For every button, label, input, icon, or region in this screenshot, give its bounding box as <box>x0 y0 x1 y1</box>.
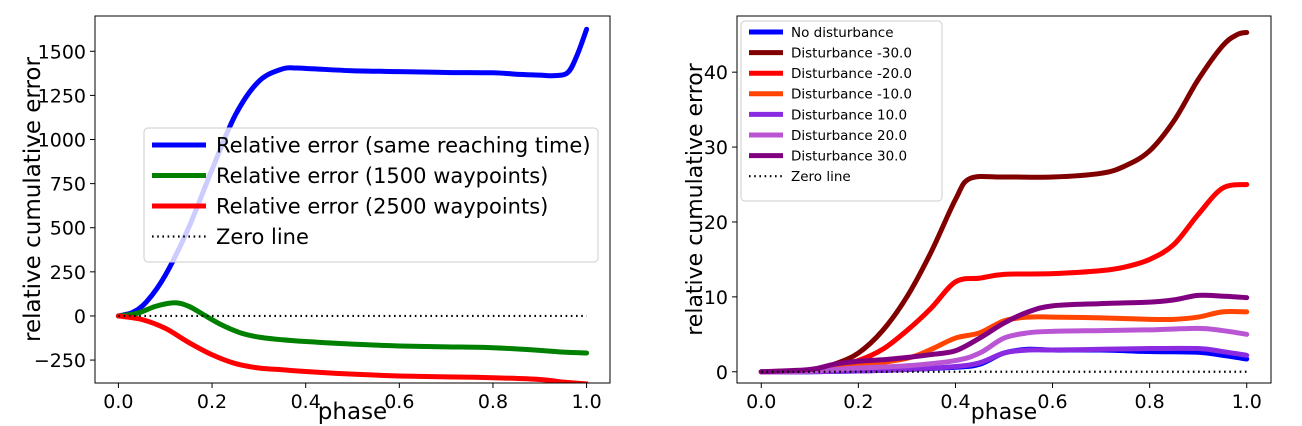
x-tick-label: 0.4 <box>940 391 970 413</box>
legend-box <box>143 127 599 263</box>
series-line-relative-error-1500-waypoints <box>115 300 590 356</box>
plot-frame <box>94 15 611 384</box>
x-tick-label: 1.0 <box>571 391 601 413</box>
series-line-disturbance-20-0 <box>758 182 1250 375</box>
x-tick-label: 0.4 <box>291 391 321 413</box>
y-tick-label: −250 <box>34 350 86 372</box>
y-tick-label: 40 <box>704 62 728 84</box>
y-tick-label: 0 <box>74 306 86 328</box>
x-tick-label: 0.6 <box>384 391 414 413</box>
legend-label: Disturbance -30.0 <box>791 45 912 61</box>
legend-label: Disturbance -20.0 <box>791 66 912 82</box>
legend-label: Relative error (1500 waypoints) <box>216 164 548 188</box>
y-tick-label: 750 <box>50 174 86 196</box>
legend-label: Disturbance 10.0 <box>791 107 907 123</box>
y-tick-label: 0 <box>716 362 728 384</box>
y-tick-label: 250 <box>50 262 86 284</box>
legend-label: No disturbance <box>791 25 894 41</box>
legend-label: Disturbance 20.0 <box>791 128 907 144</box>
series-line-relative-error-2500-waypoints <box>115 313 589 383</box>
x-tick-label: 0.0 <box>103 391 133 413</box>
x-tick-label: 0.0 <box>746 391 776 413</box>
x-axis-label: phase <box>971 400 1037 425</box>
legend-label: Relative error (2500 waypoints) <box>216 195 548 219</box>
y-tick-label: 1250 <box>38 85 86 107</box>
y-tick-label: 20 <box>704 212 728 234</box>
legend: Relative error (same reaching time) Relat… <box>143 127 599 263</box>
legend-label: Zero line <box>791 169 851 185</box>
x-tick-label: 0.2 <box>197 391 227 413</box>
y-tick-label: 500 <box>50 218 86 240</box>
y-tick-label: 10 <box>704 287 728 309</box>
chart-right: 0.0 0.2 0.4 0.6 0.8 1.0 0 10 20 30 40 phase relative… <box>683 15 1272 425</box>
series-line-disturbance-10-0 <box>758 345 1250 375</box>
x-tick-label: 1.0 <box>1232 391 1262 413</box>
legend: No disturbance Disturbance -30.0 Disturban… <box>740 20 943 202</box>
y-tick-label: 1500 <box>38 41 86 63</box>
x-tick-label: 0.8 <box>478 391 508 413</box>
legend-label: Disturbance -10.0 <box>791 87 912 103</box>
series-line-relative-error-same-reaching-time <box>115 26 590 319</box>
x-tick-label: 0.8 <box>1135 391 1165 413</box>
legend-label: Relative error (same reaching time) <box>216 134 591 158</box>
series-line-disturbance-20-0 <box>758 325 1250 375</box>
series-line-disturbance-30-0 <box>758 292 1250 375</box>
chart-left: 0.0 0.2 0.4 0.6 0.8 1.0 −250 0 250 500 750 1000 1250… <box>20 15 611 425</box>
y-tick-label: 30 <box>704 137 728 159</box>
x-tick-label: 0.6 <box>1037 391 1067 413</box>
series-group <box>115 26 590 383</box>
y-tick-label: 1000 <box>38 130 86 152</box>
legend-label: Zero line <box>216 225 309 249</box>
x-tick-label: 0.2 <box>843 391 873 413</box>
plot-frame <box>736 15 1272 384</box>
y-axis-label: relative cumulative error <box>683 62 708 335</box>
series-group <box>758 29 1250 375</box>
x-axis-label: phase <box>318 399 387 425</box>
legend-label: Disturbance 30.0 <box>791 148 907 164</box>
legend-box <box>740 20 943 202</box>
series-line-disturbance-30-0 <box>758 29 1250 375</box>
y-axis-label: relative cumulative error <box>20 57 46 342</box>
